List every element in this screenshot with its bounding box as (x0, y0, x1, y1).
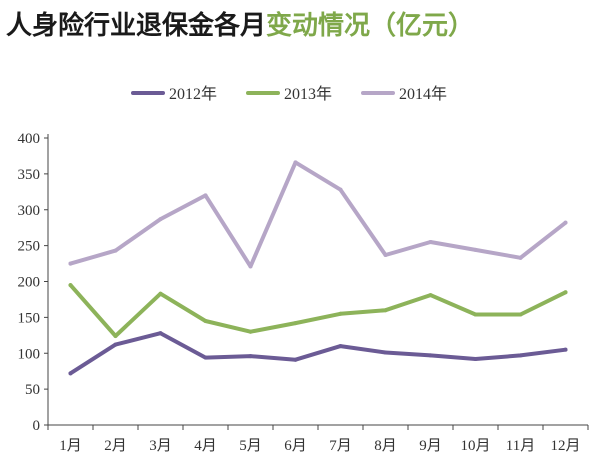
x-tick-label: 1月 (59, 438, 82, 454)
data-point (518, 353, 523, 358)
data-point (113, 248, 118, 253)
series-layer (68, 160, 568, 376)
x-tick-label: 4月 (194, 438, 217, 454)
legend: 2012年 2013年 2014年 (131, 85, 447, 103)
data-point (113, 334, 118, 339)
x-tick-label: 6月 (284, 438, 307, 454)
data-point (248, 354, 253, 359)
x-tick-label: 12月 (550, 438, 580, 454)
data-point (428, 240, 433, 245)
data-point (293, 321, 298, 326)
data-point (338, 344, 343, 349)
x-tick-label: 3月 (149, 438, 172, 454)
data-point (428, 353, 433, 358)
data-point (203, 318, 208, 323)
legend-item: 2013年 (246, 85, 332, 103)
data-point (563, 220, 568, 225)
series-1 (68, 283, 568, 339)
axes: 0 50 100 150 200 250 300 350 400 1月 2月 3月 4月 5月 6月 7月 8月… (18, 131, 589, 454)
data-point (293, 357, 298, 362)
data-point (383, 308, 388, 313)
data-point (68, 371, 73, 376)
data-point (338, 311, 343, 316)
y-tick-label: 100 (18, 346, 41, 362)
data-point (473, 312, 478, 317)
y-tick-label: 0 (33, 418, 41, 434)
data-point (113, 342, 118, 347)
y-tick-label: 200 (18, 275, 41, 291)
data-point (338, 187, 343, 192)
data-point (158, 291, 163, 296)
data-point (518, 255, 523, 260)
x-tick-label: 9月 (419, 438, 442, 454)
legend-label: 2012年 (169, 85, 217, 103)
data-point (203, 193, 208, 198)
data-point (158, 331, 163, 336)
x-tick-label: 5月 (239, 438, 262, 454)
x-tick-label: 10月 (460, 438, 490, 454)
legend-item: 2014年 (361, 85, 447, 103)
data-point (293, 160, 298, 165)
data-point (518, 312, 523, 317)
data-point (428, 293, 433, 298)
y-tick-label: 150 (18, 310, 41, 326)
data-point (383, 252, 388, 257)
data-point (158, 217, 163, 222)
chart-title-accent: 变动情况（亿元） (266, 11, 475, 41)
data-point (248, 264, 253, 269)
data-point (203, 355, 208, 360)
data-point (68, 261, 73, 266)
chart-title: 人身险行业退保金各月变动情况（亿元） (6, 6, 474, 46)
x-tick-label: 7月 (329, 438, 352, 454)
y-tick-label: 250 (18, 239, 41, 255)
x-tick-label: 8月 (374, 438, 397, 454)
y-tick-label: 50 (25, 382, 40, 398)
series-line (68, 331, 568, 376)
chart-title-main: 人身险行业退保金各月 (6, 11, 267, 41)
x-tick-label: 2月 (104, 438, 127, 454)
series-0 (68, 331, 568, 376)
y-tick-label: 350 (18, 167, 41, 183)
y-tick-label: 400 (18, 131, 41, 147)
data-point (563, 290, 568, 295)
y-tick-label: 300 (18, 203, 41, 219)
data-point (473, 356, 478, 361)
data-point (563, 347, 568, 352)
data-point (383, 350, 388, 355)
series-2 (68, 160, 568, 269)
legend-item: 2012年 (131, 85, 217, 103)
x-tick-label: 11月 (506, 438, 535, 454)
data-point (68, 283, 73, 288)
series-line (68, 283, 568, 338)
legend-label: 2014年 (399, 85, 447, 103)
data-point (248, 329, 253, 334)
legend-label: 2013年 (284, 85, 332, 103)
series-line (68, 160, 568, 269)
data-point (473, 247, 478, 252)
